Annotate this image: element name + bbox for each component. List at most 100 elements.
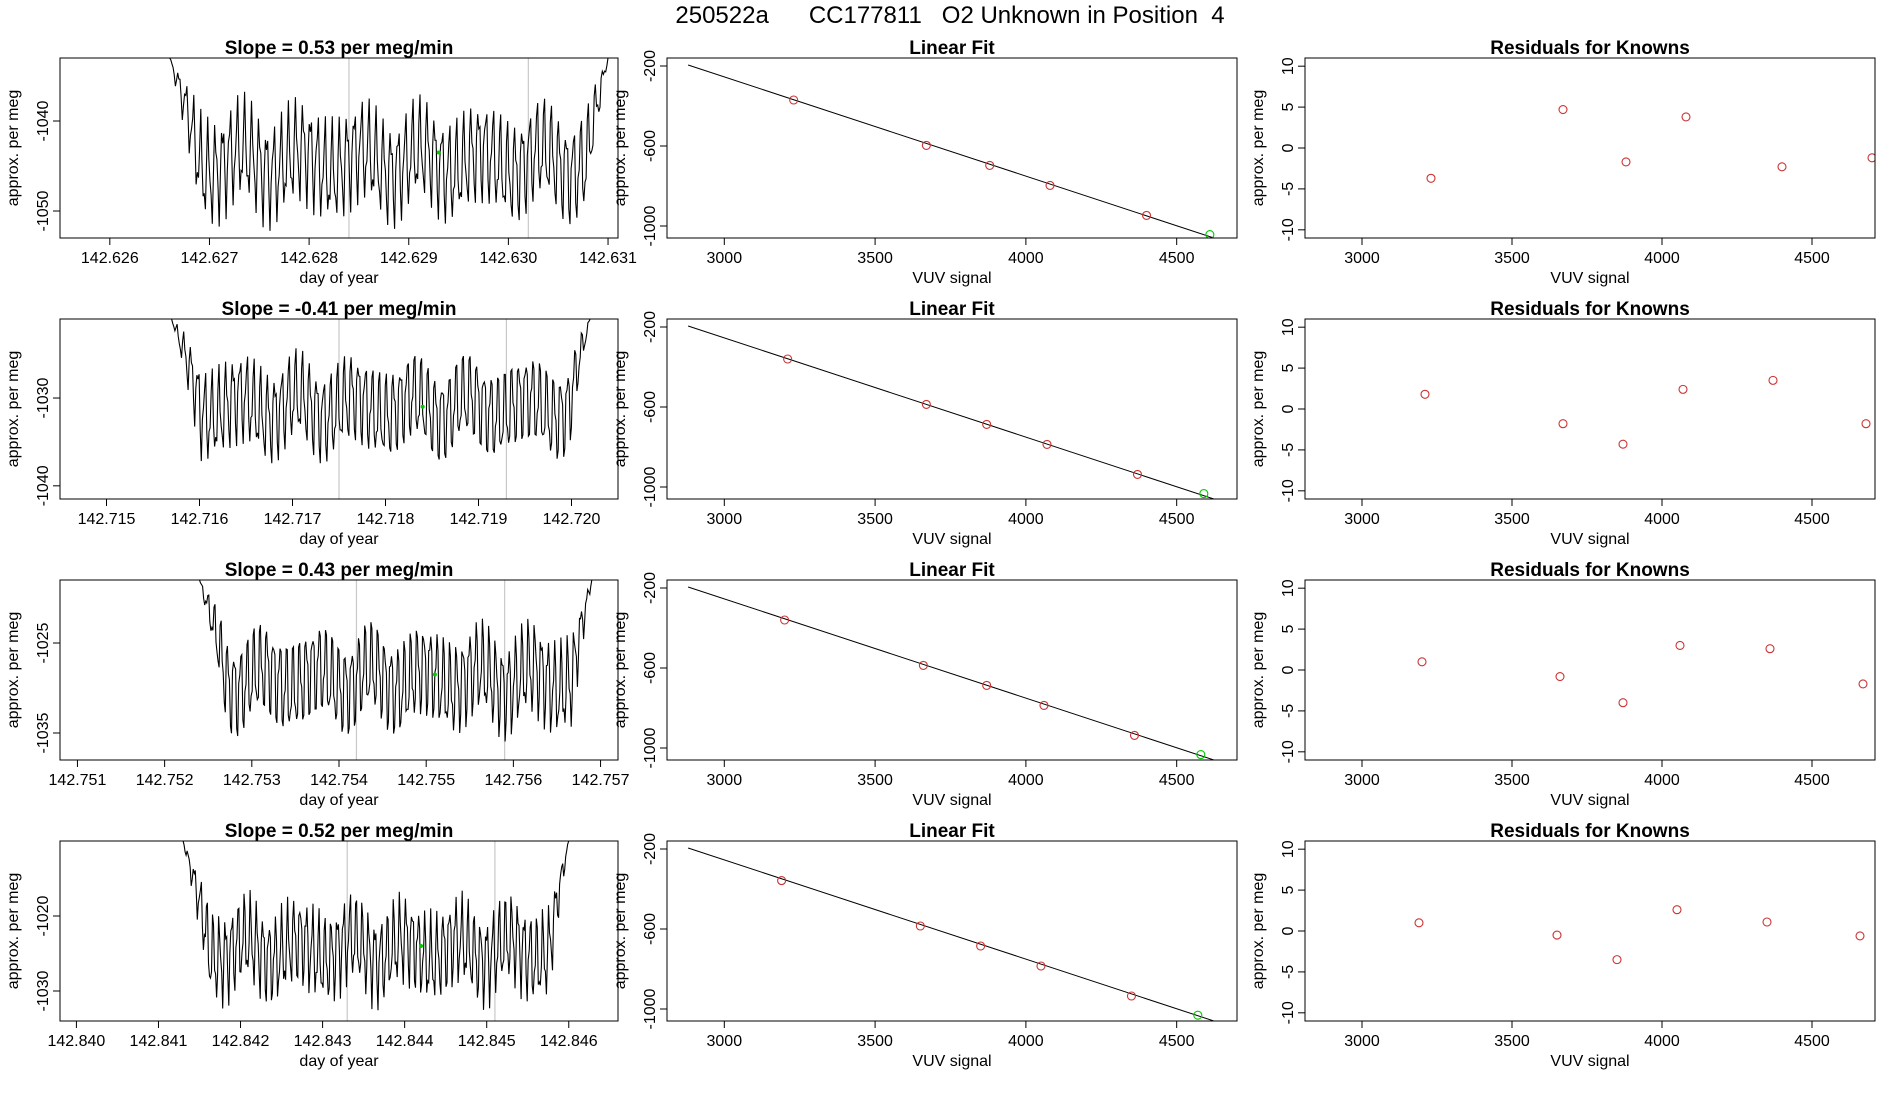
unknown-point: [1193, 1010, 1203, 1020]
y-tick-label: -600: [642, 130, 659, 162]
y-tick-label: -1000: [642, 205, 659, 246]
y-axis-label: approx. per meg: [1250, 612, 1267, 729]
x-tick-label: 142.840: [47, 1033, 105, 1050]
known-point: [918, 660, 928, 670]
plot-frame: [1304, 840, 1876, 1022]
plot-area: [687, 586, 1216, 760]
plot-area: [687, 325, 1235, 508]
known-point: [1227, 500, 1235, 508]
x-tick-label: 142.715: [78, 511, 136, 528]
fit-line: [687, 847, 1216, 1021]
plot-area: [687, 64, 1216, 238]
y-tick-label: -1020: [35, 895, 52, 936]
panel-title: Slope = 0.53 per meg/min: [225, 38, 454, 59]
x-tick-label: 142.842: [212, 1033, 270, 1050]
known-point: [1675, 640, 1685, 651]
panel-title: Residuals for Knowns: [1490, 38, 1690, 59]
y-tick-label: 0: [1280, 926, 1297, 935]
known-point: [1855, 931, 1865, 941]
y-axis-label: approx. per meg: [612, 873, 629, 990]
y-axis-label: approx. per meg: [5, 90, 22, 207]
y-tick-label: -10: [1280, 479, 1297, 502]
known-point: [1420, 389, 1430, 399]
panel-title: Slope = 0.52 per meg/min: [225, 821, 454, 842]
x-tick-label: 4000: [1644, 250, 1680, 267]
known-point: [1414, 918, 1424, 928]
y-tick-label: 10: [1280, 579, 1297, 597]
y-tick-label: 5: [1280, 364, 1297, 373]
x-tick-label: 3000: [707, 772, 743, 789]
per-meg-trace-line: [169, 58, 609, 231]
panel-title: Residuals for Knowns: [1490, 299, 1690, 320]
plot-frame: [1304, 318, 1876, 500]
known-point: [1681, 112, 1691, 122]
known-point: [982, 680, 992, 690]
x-tick-label: 4500: [1794, 1033, 1830, 1050]
y-tick-label: 5: [1280, 625, 1297, 634]
y-tick-label: 10: [1280, 57, 1297, 75]
x-tick-label: 4000: [1644, 511, 1680, 528]
plot-frame: [666, 57, 1238, 239]
x-tick-label: 142.841: [130, 1033, 188, 1050]
plot-frame: [1304, 579, 1876, 761]
unknown-mean-point: [420, 404, 425, 409]
x-tick-label: 142.751: [49, 772, 107, 789]
known-point: [1558, 419, 1568, 429]
y-axis-label: approx. per meg: [1250, 90, 1267, 207]
y-tick-label: -1040: [35, 100, 52, 141]
fit-line: [687, 64, 1216, 238]
plot-area: [1420, 375, 1871, 449]
per-meg-trace-line: [171, 319, 591, 464]
y-tick-label: -5: [1280, 443, 1297, 457]
x-axis-label: day of year: [299, 1053, 379, 1070]
known-point: [1126, 991, 1136, 1001]
y-tick-label: -10: [1280, 740, 1297, 763]
known-point: [1223, 1020, 1227, 1021]
known-point: [1045, 180, 1055, 190]
plot-area: [1417, 640, 1868, 708]
unknown-point: [1196, 750, 1206, 760]
known-point: [1777, 162, 1787, 172]
x-tick-label: 3000: [1344, 1033, 1380, 1050]
known-point: [1858, 679, 1868, 689]
x-axis-label: VUV signal: [1550, 270, 1629, 287]
x-tick-label: 142.752: [136, 772, 194, 789]
x-tick-label: 142.631: [579, 250, 637, 267]
y-tick-label: 0: [1280, 143, 1297, 152]
panel-residuals-2: Residuals for Knowns 3000 3500 4000 4500 -10 -…: [1250, 299, 1876, 548]
unknown-point: [1199, 489, 1209, 499]
x-tick-label: 142.626: [81, 250, 139, 267]
x-tick-label: 4000: [1008, 1033, 1044, 1050]
y-tick-label: -5: [1280, 182, 1297, 196]
x-tick-label: 4000: [1008, 511, 1044, 528]
x-tick-label: 142.630: [479, 250, 537, 267]
x-tick-label: 142.843: [294, 1033, 352, 1050]
known-point: [783, 354, 793, 364]
known-point: [985, 160, 995, 170]
x-tick-label: 3500: [857, 511, 893, 528]
x-tick-label: 142.716: [171, 511, 229, 528]
x-tick-label: 4500: [1159, 511, 1195, 528]
y-tick-label: -5: [1280, 704, 1297, 718]
panel-title: Slope = -0.41 per meg/min: [222, 299, 457, 320]
x-axis-label: VUV signal: [912, 270, 991, 287]
known-point: [976, 941, 986, 951]
fit-line: [687, 586, 1216, 760]
panel-title: Linear Fit: [909, 821, 995, 842]
y-tick-label: 5: [1280, 886, 1297, 895]
x-tick-label: 142.627: [181, 250, 239, 267]
x-tick-label: 3500: [1494, 511, 1530, 528]
y-tick-label: -1025: [35, 622, 52, 663]
panel-title: Slope = 0.43 per meg/min: [225, 560, 454, 581]
y-axis-label: approx. per meg: [5, 873, 22, 990]
x-tick-label: 142.755: [397, 772, 455, 789]
x-tick-label: 142.756: [484, 772, 542, 789]
y-tick-label: -1035: [35, 712, 52, 753]
plot-area: [687, 847, 1227, 1021]
panel-title: Linear Fit: [909, 560, 995, 581]
plot-frame: [59, 57, 619, 239]
unknown-mean-point: [436, 150, 441, 155]
x-tick-label: 4500: [1794, 511, 1830, 528]
panel-linear-fit-2: Linear Fit 3000 3500 4000 4500 -1000 -600 -200 V…: [612, 299, 1238, 548]
panel-title: Linear Fit: [909, 38, 995, 59]
